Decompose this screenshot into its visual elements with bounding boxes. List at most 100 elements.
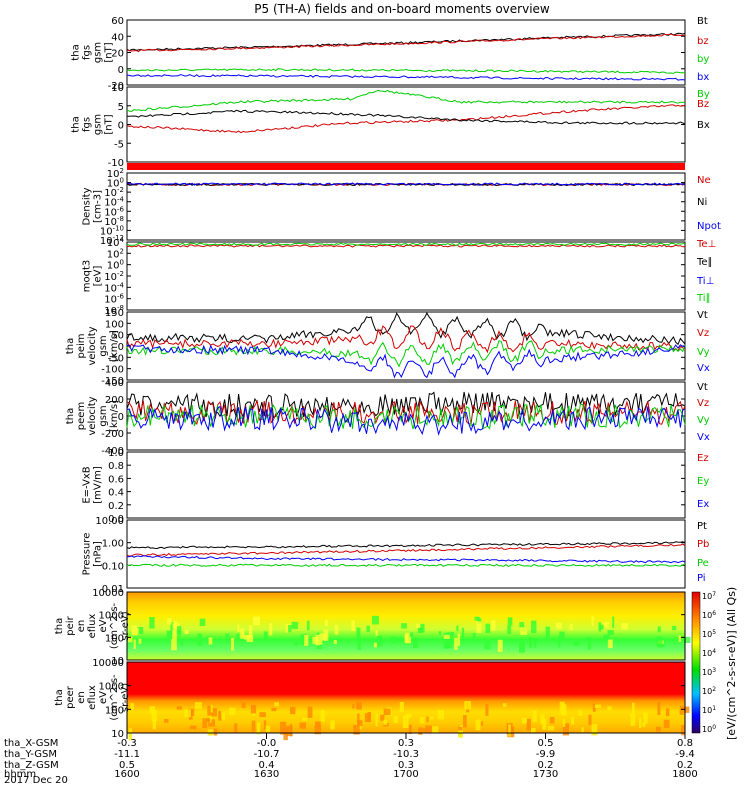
spectrogram-patch <box>380 714 385 721</box>
spectrogram-patch <box>532 710 537 723</box>
spectrogram-patch <box>681 725 686 736</box>
spectrogram-patch <box>559 631 565 640</box>
legend-entry: Ne <box>697 175 711 186</box>
spectrogram-patch <box>171 639 177 651</box>
spectrogram-patch <box>413 638 419 649</box>
panel-9: 10000 1000 100 10 tha peir en eflux eV (cm^2-s-sr… <box>54 588 691 667</box>
spectrogram-patch <box>491 620 496 631</box>
spectrogram-patch <box>454 637 458 650</box>
spectrogram-patch <box>588 714 592 726</box>
y-tick-label: 10000 <box>92 588 124 599</box>
spectrogram-patch <box>357 713 360 725</box>
spectrogram-patch <box>477 618 482 624</box>
spectrogram-patch <box>443 634 450 639</box>
legend-entry: Bt <box>697 16 708 27</box>
legend-entry: Vt <box>697 382 708 393</box>
exponent: -6 <box>117 293 125 301</box>
spectrogram-patch <box>562 719 566 727</box>
legend-entry: Ni <box>697 197 707 208</box>
spectrogram-patch <box>657 626 661 633</box>
spectrogram-patch <box>475 719 481 731</box>
spectrogram-patch <box>299 722 307 729</box>
y-axis-label: peir <box>65 615 76 635</box>
spectrogram-patch <box>426 716 429 723</box>
y-tick-label: 1000 <box>99 611 124 622</box>
spectrogram-patch <box>592 703 596 712</box>
series-bz <box>126 33 686 53</box>
spectrogram-patch <box>404 632 412 644</box>
series-Vx <box>126 344 686 379</box>
series-Vx <box>126 405 686 437</box>
spectrogram-patch <box>679 705 684 715</box>
y-tick-label: 100 <box>105 319 124 330</box>
x-row-value: -10.7 <box>254 749 280 760</box>
spectrogram-patch <box>683 706 690 713</box>
spectrogram-patch <box>534 638 537 648</box>
spectrogram-patch <box>555 622 559 630</box>
spectrogram-patch <box>291 621 299 630</box>
y-tick-label: -20 <box>108 81 124 92</box>
colorbar-tick-label: 101 <box>702 705 716 715</box>
spectrogram-patch <box>210 705 213 713</box>
spectrogram-patch <box>128 728 133 741</box>
spectrogram-patch <box>529 636 533 648</box>
spectrogram-patch <box>408 724 412 735</box>
y-tick-label: 0.8 <box>108 461 124 472</box>
exponent: 5 <box>712 629 716 636</box>
y-tick-label: 0.0 <box>108 514 124 525</box>
spectrogram-patch <box>559 701 565 715</box>
spectrogram-patch <box>178 630 181 638</box>
y-tick-label: 60 <box>111 16 124 27</box>
spectrogram-patch <box>631 702 635 714</box>
spectrogram-patch <box>373 642 377 648</box>
y-axis-label: velocity <box>87 396 98 435</box>
spectrogram-patch <box>280 721 287 735</box>
spectrogram-patch <box>519 622 525 628</box>
exponent: -2 <box>117 186 124 194</box>
y-axis-label: E=-VxB <box>82 466 93 503</box>
spectrogram-patch <box>202 718 208 729</box>
spectrogram-patch <box>152 718 157 730</box>
y-axis-label: en <box>76 620 87 633</box>
exponent: 2 <box>712 686 716 693</box>
y-tick-label: -200 <box>101 429 124 440</box>
spectrogram-patch <box>643 712 648 724</box>
legend-entry: Pb <box>697 539 709 550</box>
y-tick-label: 100 <box>105 633 124 644</box>
spectrogram-patch <box>356 702 362 710</box>
spectrogram-patch <box>137 626 144 635</box>
legend-entry: Pe <box>697 558 709 569</box>
spectrogram-patch <box>542 718 547 730</box>
spectrogram-patch <box>401 623 407 629</box>
spectrogram-patch <box>184 709 191 718</box>
spectrogram-patch <box>430 716 434 720</box>
spectrogram-patch <box>497 639 503 653</box>
y-tick-label: 0 <box>118 121 124 132</box>
spectrogram-patch <box>189 725 197 730</box>
spectrogram-patch <box>314 725 322 735</box>
spectrogram-patch <box>418 727 423 735</box>
spectrogram-patch <box>485 703 489 716</box>
spectrogram-patch <box>558 622 562 629</box>
y-tick-label: -50 <box>108 353 124 364</box>
panel-7: 1.0 0.8 0.6 0.4 0.2 0.0 E=-VxB [mV/m] Ez Ey Ex <box>82 448 710 525</box>
x-row-value: -10.3 <box>393 749 419 760</box>
spectrogram-patch <box>312 636 319 644</box>
panel-3: 10210010-210-410-610-810-1010-12Density[… <box>82 167 721 247</box>
exponent: 0 <box>120 177 124 185</box>
spectrogram-patch <box>357 636 361 650</box>
y-axis-label: Density <box>82 187 93 225</box>
y-axis-label: tha <box>54 689 65 705</box>
spectrogram-patch <box>395 637 403 642</box>
colorbar-tick-label: 105 <box>702 629 716 639</box>
spectrogram-patch <box>581 727 584 733</box>
x-row-label: tha_X-GSM <box>4 738 58 749</box>
spectrogram-patch <box>166 630 173 639</box>
x-row-value: 1730 <box>533 769 558 780</box>
spectrogram-patch <box>591 724 598 736</box>
spectrogram-patch <box>170 622 175 635</box>
spectrogram-patch <box>409 632 414 638</box>
y-axis-label: sr-eV) <box>120 683 131 712</box>
x-row-label: tha_Z-GSM <box>4 760 59 771</box>
exponent: -4 <box>117 196 125 204</box>
